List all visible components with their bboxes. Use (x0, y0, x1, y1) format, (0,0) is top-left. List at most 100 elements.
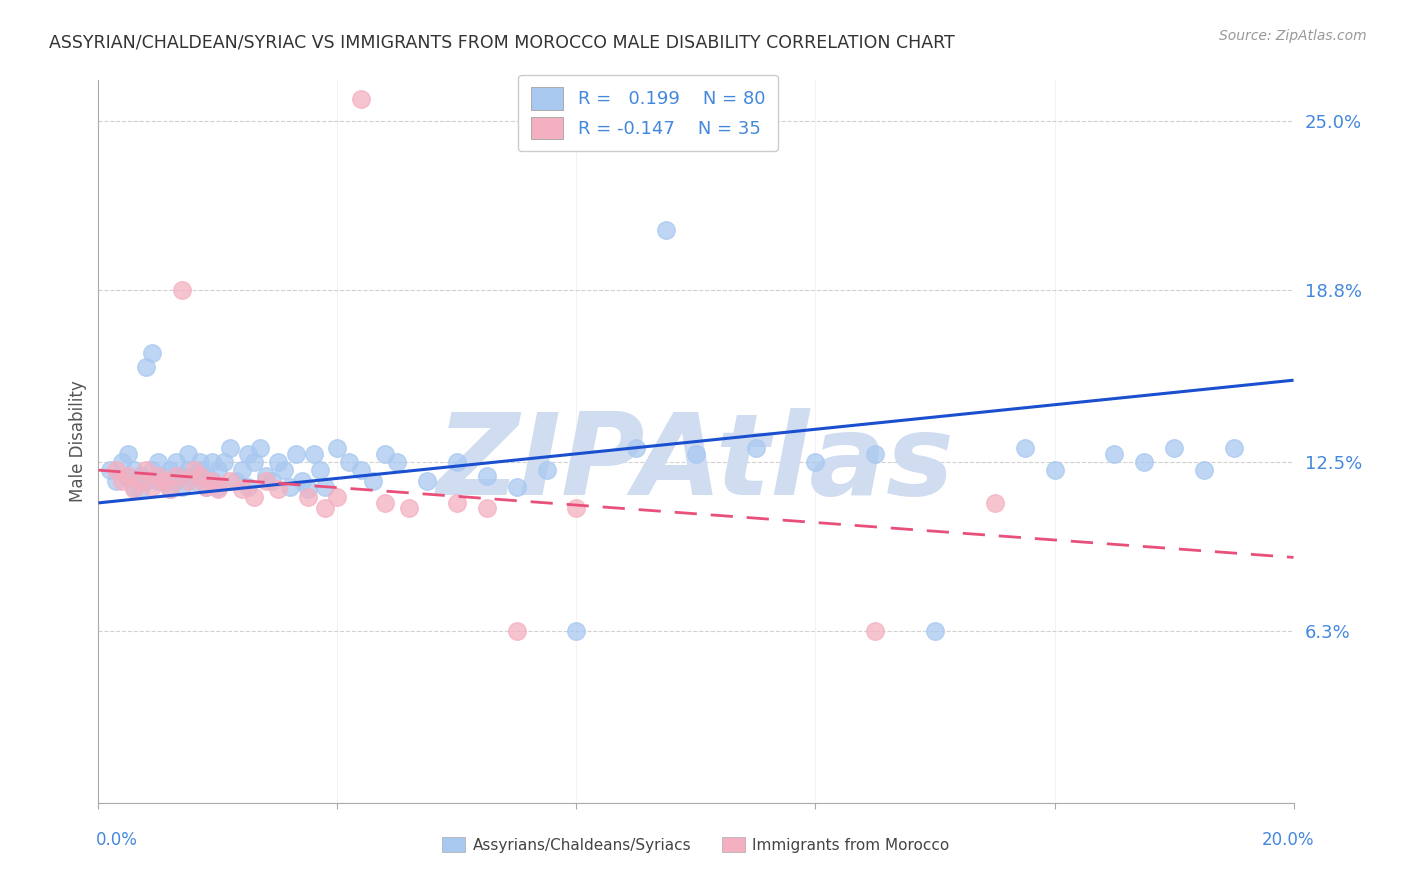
Point (111, 474, 134, 488)
Point (105, 463, 128, 477)
Point (416, 474, 439, 488)
Point (231, 482, 253, 496)
Point (865, 624, 887, 638)
Point (159, 482, 181, 496)
Point (446, 455, 468, 469)
Point (207, 482, 229, 496)
Point (326, 442, 349, 456)
Point (207, 479, 229, 493)
Point (105, 474, 128, 488)
Point (188, 468, 211, 483)
Point (363, 474, 385, 488)
Point (111, 455, 134, 469)
Point (254, 468, 277, 483)
Point (98, 463, 122, 477)
Point (165, 455, 187, 469)
Y-axis label: Male Disability: Male Disability (69, 381, 87, 502)
Point (655, 223, 678, 237)
Point (183, 474, 205, 488)
Point (117, 468, 139, 483)
Point (297, 482, 319, 496)
Point (141, 479, 163, 493)
Point (374, 496, 396, 510)
Point (1014, 442, 1036, 456)
Point (291, 474, 314, 488)
Point (626, 442, 648, 456)
Point (506, 624, 529, 638)
Point (924, 624, 946, 638)
Point (267, 455, 290, 469)
Point (141, 463, 163, 477)
Point (536, 463, 558, 477)
Point (745, 442, 768, 456)
Point (219, 474, 242, 488)
Point (153, 468, 176, 483)
Point (172, 468, 194, 483)
Point (984, 496, 1007, 510)
Point (475, 468, 498, 483)
Point (212, 455, 235, 469)
Point (1163, 442, 1185, 456)
Point (1192, 463, 1215, 477)
Point (165, 468, 187, 483)
Point (326, 491, 349, 505)
Point (129, 482, 152, 496)
Point (124, 479, 146, 493)
Point (308, 463, 330, 477)
Point (1223, 442, 1246, 456)
Point (273, 463, 295, 477)
Point (254, 474, 277, 488)
Point (183, 463, 205, 477)
Point (865, 447, 887, 461)
Point (236, 479, 259, 493)
Text: ASSYRIAN/CHALDEAN/SYRIAC VS IMMIGRANTS FROM MOROCCO MALE DISABILITY CORRELATION : ASSYRIAN/CHALDEAN/SYRIAC VS IMMIGRANTS F… (49, 34, 955, 52)
Point (165, 474, 187, 488)
Point (350, 92, 373, 106)
Point (201, 455, 224, 469)
Point (148, 468, 170, 483)
Point (685, 447, 707, 461)
Point (188, 463, 211, 477)
Point (153, 474, 176, 488)
Point (172, 479, 194, 493)
Point (148, 474, 170, 488)
Point (183, 468, 205, 483)
Point (124, 463, 146, 477)
Point (129, 468, 152, 483)
Point (260, 474, 283, 488)
Point (153, 474, 176, 488)
Point (297, 491, 319, 505)
Point (243, 455, 266, 469)
Point (236, 447, 259, 461)
Point (135, 359, 157, 374)
Text: ZIPAtlas: ZIPAtlas (437, 408, 955, 519)
Point (124, 482, 146, 496)
Point (231, 463, 253, 477)
Point (201, 474, 224, 488)
Point (565, 501, 588, 516)
Point (315, 479, 337, 493)
Point (302, 447, 325, 461)
Point (804, 455, 827, 469)
Point (135, 463, 157, 477)
Point (159, 482, 181, 496)
Point (398, 501, 420, 516)
Point (177, 474, 200, 488)
Text: 0.0%: 0.0% (96, 831, 138, 849)
Point (385, 455, 409, 469)
Point (148, 455, 170, 469)
Point (350, 463, 373, 477)
Point (1133, 455, 1156, 469)
Point (339, 455, 361, 469)
Point (177, 447, 200, 461)
Point (219, 442, 242, 456)
Point (195, 479, 218, 493)
Point (117, 471, 139, 485)
Point (374, 447, 396, 461)
Text: Source: ZipAtlas.com: Source: ZipAtlas.com (1219, 29, 1367, 43)
Point (172, 283, 194, 297)
Legend: Assyrians/Chaldeans/Syriacs, Immigrants from Morocco: Assyrians/Chaldeans/Syriacs, Immigrants … (434, 829, 957, 860)
Point (141, 346, 163, 360)
Point (475, 501, 498, 516)
Point (446, 496, 468, 510)
